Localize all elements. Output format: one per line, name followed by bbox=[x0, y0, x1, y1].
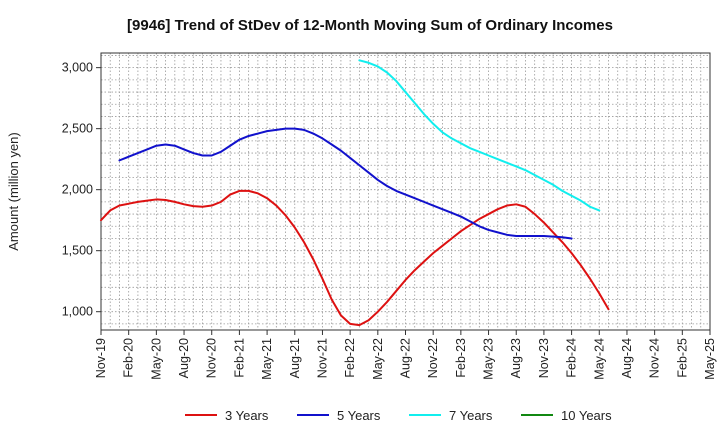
x-tick-label: Aug-24 bbox=[620, 338, 634, 378]
x-tick-label: Nov-19 bbox=[94, 338, 108, 378]
y-axis-ticks: 1,000 1,500 2,000 2,500 3,000 bbox=[62, 61, 101, 319]
x-tick-label: Feb-22 bbox=[343, 338, 357, 378]
legend: 3 Years 5 Years 7 Years 10 Years bbox=[185, 408, 612, 423]
x-tick-label: Nov-24 bbox=[648, 338, 662, 378]
y-axis-label: Amount (million yen) bbox=[6, 132, 21, 251]
x-tick-label: Nov-22 bbox=[426, 338, 440, 378]
x-tick-label: Feb-20 bbox=[122, 338, 136, 378]
legend-label: 7 Years bbox=[449, 408, 493, 423]
legend-label: 3 Years bbox=[225, 408, 269, 423]
chart-title: [9946] Trend of StDev of 12-Month Moving… bbox=[127, 17, 613, 34]
x-tick-label: May-23 bbox=[482, 338, 496, 380]
x-tick-label: Aug-22 bbox=[399, 338, 413, 378]
series-line-7-years bbox=[358, 59, 601, 212]
x-axis-ticks: Nov-19 Feb-20 May-20 Aug-20 Nov-20 Feb-21 May-… bbox=[94, 330, 717, 380]
series-line-5-years bbox=[118, 127, 573, 240]
y-tick-label: 3,000 bbox=[62, 61, 93, 75]
x-tick-label: Nov-23 bbox=[537, 338, 551, 378]
legend-label: 10 Years bbox=[561, 408, 612, 423]
grid bbox=[101, 53, 710, 330]
x-tick-label: May-21 bbox=[260, 338, 274, 380]
series-lines bbox=[100, 59, 610, 327]
x-tick-label: Aug-20 bbox=[177, 338, 191, 378]
x-tick-label: Feb-25 bbox=[675, 338, 689, 378]
x-tick-label: Feb-23 bbox=[454, 338, 468, 378]
x-tick-label: May-20 bbox=[149, 338, 163, 380]
x-tick-label: Feb-21 bbox=[232, 338, 246, 378]
legend-label: 5 Years bbox=[337, 408, 381, 423]
series-line-3-years bbox=[100, 189, 610, 327]
y-tick-label: 2,000 bbox=[62, 183, 93, 197]
x-tick-label: Feb-24 bbox=[565, 338, 579, 378]
x-tick-label: May-25 bbox=[703, 338, 717, 380]
y-tick-label: 1,500 bbox=[62, 244, 93, 258]
x-tick-label: Aug-23 bbox=[509, 338, 523, 378]
x-tick-label: Aug-21 bbox=[288, 338, 302, 378]
x-tick-label: May-22 bbox=[371, 338, 385, 380]
x-tick-label: Nov-21 bbox=[315, 338, 329, 378]
x-tick-label: Nov-20 bbox=[205, 338, 219, 378]
y-tick-label: 2,500 bbox=[62, 122, 93, 136]
y-tick-label: 1,000 bbox=[62, 305, 93, 319]
x-tick-label: May-24 bbox=[592, 338, 606, 380]
